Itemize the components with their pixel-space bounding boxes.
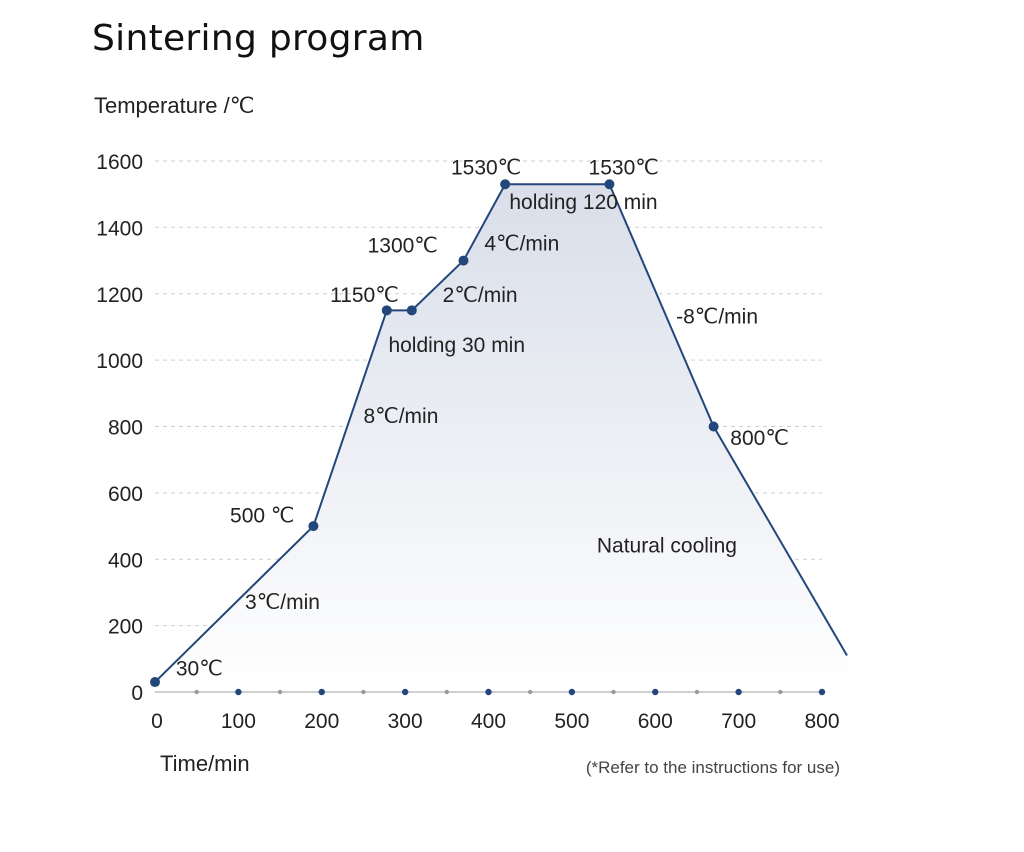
x-tick-label: 0	[151, 710, 163, 733]
footnote: (*Refer to the instructions for use)	[586, 758, 840, 777]
data-point-marker	[308, 521, 319, 532]
annotation-label: 1530℃	[589, 156, 659, 179]
annotation-label: Natural cooling	[597, 535, 737, 558]
axis-dot-minor	[277, 689, 283, 695]
x-tick-label: 300	[388, 710, 423, 733]
annotation-label: 30℃	[176, 657, 223, 680]
x-tick-label: 100	[221, 710, 256, 733]
x-tick-label: 500	[554, 710, 589, 733]
y-tick-label: 1000	[96, 350, 143, 373]
y-tick-label: 400	[108, 549, 143, 572]
axis-dot-minor	[527, 689, 533, 695]
x-tick-label: 200	[304, 710, 339, 733]
y-tick-label: 1600	[96, 151, 143, 174]
axis-dot-major	[401, 688, 409, 696]
annotation-label: 4℃/min	[484, 233, 559, 256]
markers	[150, 179, 719, 688]
x-axis-dots	[194, 688, 826, 696]
y-tick-label: 800	[108, 417, 143, 440]
y-tick-label: 1200	[96, 284, 143, 307]
annotation-label: 8℃/min	[363, 405, 438, 428]
annotation-label: 3℃/min	[245, 591, 320, 614]
axis-dot-major	[485, 688, 492, 696]
x-tick-label: 400	[471, 710, 506, 733]
annotation-label: holding 120 min	[509, 191, 657, 214]
x-tick-label: 800	[804, 710, 839, 733]
annotation-label: 1300℃	[368, 234, 438, 257]
y-tick-labels: 0 200 400 600 800 1000 1200 1400 1600	[96, 151, 143, 705]
axis-dot-major	[735, 688, 742, 696]
data-point-marker	[458, 255, 469, 266]
data-point-marker	[381, 305, 392, 316]
data-point-marker	[500, 179, 511, 190]
x-tick-label: 600	[638, 710, 673, 733]
axis-dot-minor	[611, 689, 616, 695]
x-tick-label: 700	[721, 710, 756, 733]
annotation-label: -8℃/min	[676, 306, 758, 329]
data-point-marker	[604, 179, 615, 190]
annotation-label: 500 ℃	[230, 505, 294, 528]
data-point-marker	[150, 677, 160, 688]
y-tick-label: 200	[108, 616, 143, 639]
data-point-marker	[708, 421, 719, 432]
axis-dot-minor	[778, 689, 783, 695]
axis-dot-major	[652, 688, 659, 696]
axis-dot-minor	[194, 689, 199, 695]
y-tick-label: 600	[108, 483, 143, 506]
axis-dot-minor	[694, 689, 700, 695]
area-fill	[155, 184, 847, 692]
data-point-marker	[406, 305, 417, 316]
x-axis-label: Time/min	[160, 751, 250, 776]
annotation-label: holding 30 min	[388, 334, 525, 357]
annotation-label: 1150℃	[330, 284, 399, 307]
y-tick-label: 0	[131, 682, 143, 705]
axis-dot-major	[318, 688, 325, 696]
axis-dot-major	[235, 688, 242, 696]
page-title: Sintering program	[92, 18, 425, 59]
y-axis-label: Temperature /℃	[94, 93, 254, 118]
annotation-label: 2℃/min	[443, 284, 518, 307]
axis-dot-major	[818, 688, 826, 696]
y-tick-label: 1400	[96, 217, 143, 240]
annotation-label: 800℃	[730, 427, 789, 450]
x-tick-labels: 0 100 200 300 400 500 600 700 800	[151, 710, 839, 733]
axis-dot-minor	[444, 689, 450, 695]
annotation-label: 1530℃	[451, 156, 521, 179]
axis-dot-major	[568, 688, 576, 696]
axis-dot-minor	[361, 689, 366, 695]
annotations: 30℃ 3℃/min 500 ℃ 8℃/min 1150℃ holding 30 min 2…	[176, 156, 789, 680]
